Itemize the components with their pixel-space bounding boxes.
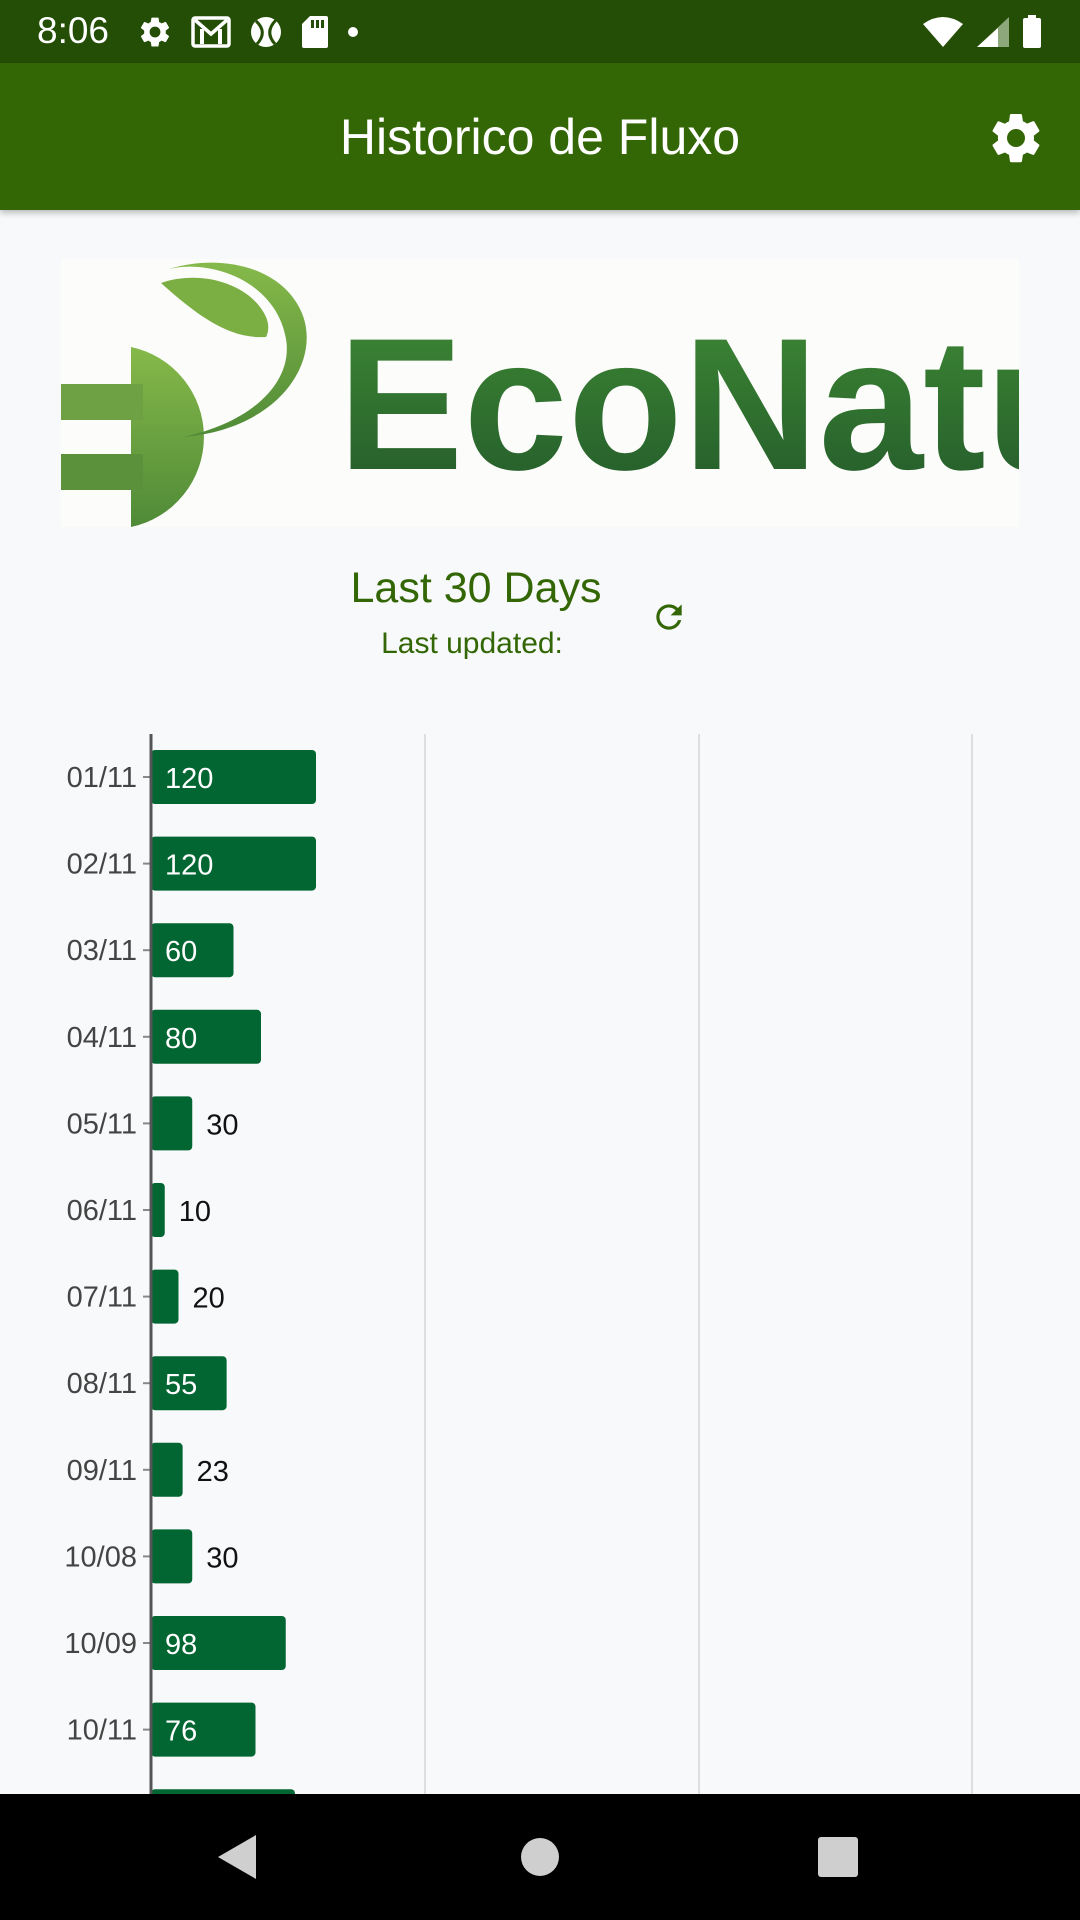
- data-label: 76: [165, 1716, 197, 1748]
- bar: [151, 836, 316, 891]
- sd-card-icon: [302, 16, 328, 48]
- app-bar: Historico de Fluxo: [0, 63, 1080, 210]
- navigation-bar: [0, 1794, 1080, 1920]
- tick-label: 01/11: [67, 762, 137, 794]
- sports-ball-icon: [251, 17, 281, 47]
- data-label: 23: [197, 1456, 229, 1488]
- page-title: Historico de Fluxo: [339, 109, 741, 165]
- econatu-logo: EcoNatu: [61, 259, 1019, 527]
- tick-label: 04/11: [67, 1022, 137, 1054]
- data-label: 30: [206, 1542, 238, 1574]
- notification-dot-icon: [348, 27, 358, 37]
- status-icons-right: [922, 12, 1042, 52]
- settings-icon[interactable]: [986, 108, 1046, 168]
- data-label: 98: [165, 1629, 197, 1661]
- tick-label: 06/11: [67, 1195, 137, 1227]
- last-updated-label: Last updated:: [381, 627, 563, 660]
- bar: [151, 923, 234, 978]
- tick-label: 03/11: [67, 935, 137, 967]
- bar: [151, 1442, 183, 1497]
- gmail-icon: [191, 16, 231, 48]
- bar: [151, 1616, 286, 1670]
- data-label: 10: [179, 1196, 211, 1228]
- data-label: 55: [165, 1369, 197, 1401]
- bar: [151, 1702, 256, 1757]
- flow-history-chart: 01/11 120 02/11 120 03/11 60 04/11 80 05/11 30 06/…: [0, 730, 1080, 1794]
- tick-label: 10/08: [64, 1541, 137, 1573]
- status-time: 8:06: [37, 10, 110, 51]
- status-icons-left: [137, 12, 359, 52]
- recents-icon[interactable]: [808, 1827, 868, 1887]
- data-label: 120: [165, 763, 213, 795]
- tick-label: 10/09: [64, 1628, 137, 1660]
- bar-partial: [151, 1789, 295, 1794]
- logo-image: EcoNatu: [61, 262, 1019, 527]
- bar-chart: 01/11 120 02/11 120 03/11 60 04/11 80 05/11 30 06/…: [64, 734, 973, 1794]
- tick-label: 07/11: [67, 1282, 137, 1314]
- bar: [151, 1269, 179, 1324]
- signal-icon: [977, 17, 1009, 47]
- data-label: 120: [165, 850, 213, 882]
- refresh-icon[interactable]: [650, 598, 688, 636]
- tick-label: 08/11: [67, 1368, 137, 1400]
- bar: [151, 1096, 193, 1151]
- tick-label: 02/11: [67, 849, 137, 881]
- tick-label: 09/11: [67, 1455, 137, 1487]
- data-label: 60: [165, 936, 197, 968]
- bar: [151, 1009, 261, 1064]
- status-bar: 8:06: [0, 0, 1080, 63]
- bar: [151, 1356, 227, 1411]
- tick-label: 05/11: [67, 1108, 137, 1140]
- bar: [151, 1529, 193, 1584]
- data-label: 30: [206, 1109, 238, 1141]
- back-icon[interactable]: [210, 1827, 270, 1887]
- chart-period-title: Last 30 Days: [350, 564, 602, 612]
- wifi-icon: [923, 17, 963, 47]
- logo-text: EcoNatu: [338, 299, 1019, 509]
- bar: [151, 1183, 165, 1237]
- data-label: 80: [165, 1023, 197, 1055]
- gear-icon: [140, 17, 170, 47]
- bar: [151, 750, 316, 804]
- data-label: 20: [193, 1283, 225, 1315]
- home-icon[interactable]: [510, 1827, 570, 1887]
- battery-icon: [1023, 15, 1041, 48]
- tick-label: 10/11: [67, 1715, 137, 1747]
